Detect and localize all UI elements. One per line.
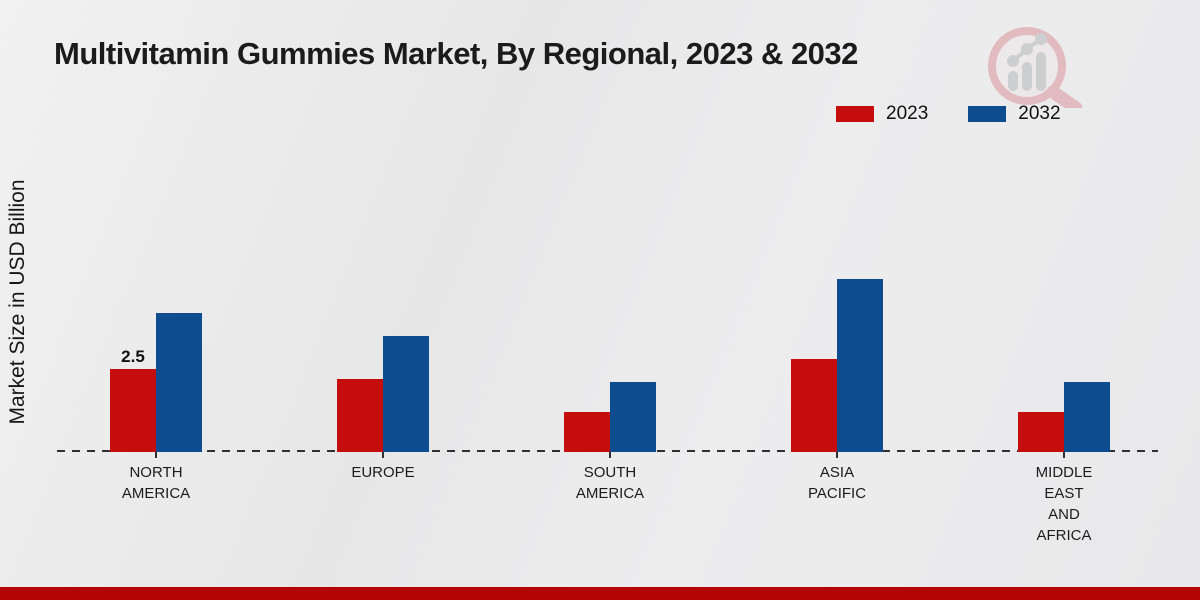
- category-label: NORTH AMERICA: [121, 464, 191, 502]
- category-label: MIDDLE EAST AND AFRICA: [1035, 464, 1093, 544]
- x-axis-tick: [1063, 452, 1065, 458]
- legend-swatch-2032: [968, 106, 1007, 122]
- category-label: EUROPE: [351, 464, 415, 481]
- category-label: ASIA PACIFIC: [807, 464, 867, 502]
- legend-item-2032: 2032: [968, 103, 1061, 125]
- bar-2023-category-3: [791, 359, 837, 452]
- category-label: SOUTH AMERICA: [575, 464, 645, 502]
- bar-2032-category-2: [610, 382, 656, 452]
- bar-2032-category-3: [837, 279, 883, 452]
- x-axis-tick: [155, 452, 157, 458]
- chart-title: Multivitamin Gummies Market, By Regional…: [54, 36, 858, 71]
- x-axis-tick: [836, 452, 838, 458]
- bar-2023-category-2: [564, 412, 610, 452]
- x-axis-tick: [609, 452, 611, 458]
- footer-red-band: [0, 587, 1200, 600]
- x-axis-tick: [382, 452, 384, 458]
- legend-swatch-2023: [836, 106, 874, 122]
- bar-2023-category-0: [110, 369, 156, 452]
- legend-item-2023: 2023: [836, 103, 928, 125]
- legend-label-2032: 2032: [1018, 103, 1061, 124]
- bar-2032-category-4: [1064, 382, 1110, 452]
- bar-value-label: 2.5: [121, 347, 145, 366]
- magnifier-bar-chart-logo-icon: [983, 24, 1095, 115]
- bar-2032-category-1: [383, 336, 429, 452]
- legend-label-2023: 2023: [886, 103, 929, 124]
- legend: 2023 2032: [836, 103, 1061, 125]
- bar-2023-category-1: [337, 379, 383, 452]
- bar-2023-category-4: [1018, 412, 1064, 452]
- bar-2032-category-0: [156, 313, 202, 452]
